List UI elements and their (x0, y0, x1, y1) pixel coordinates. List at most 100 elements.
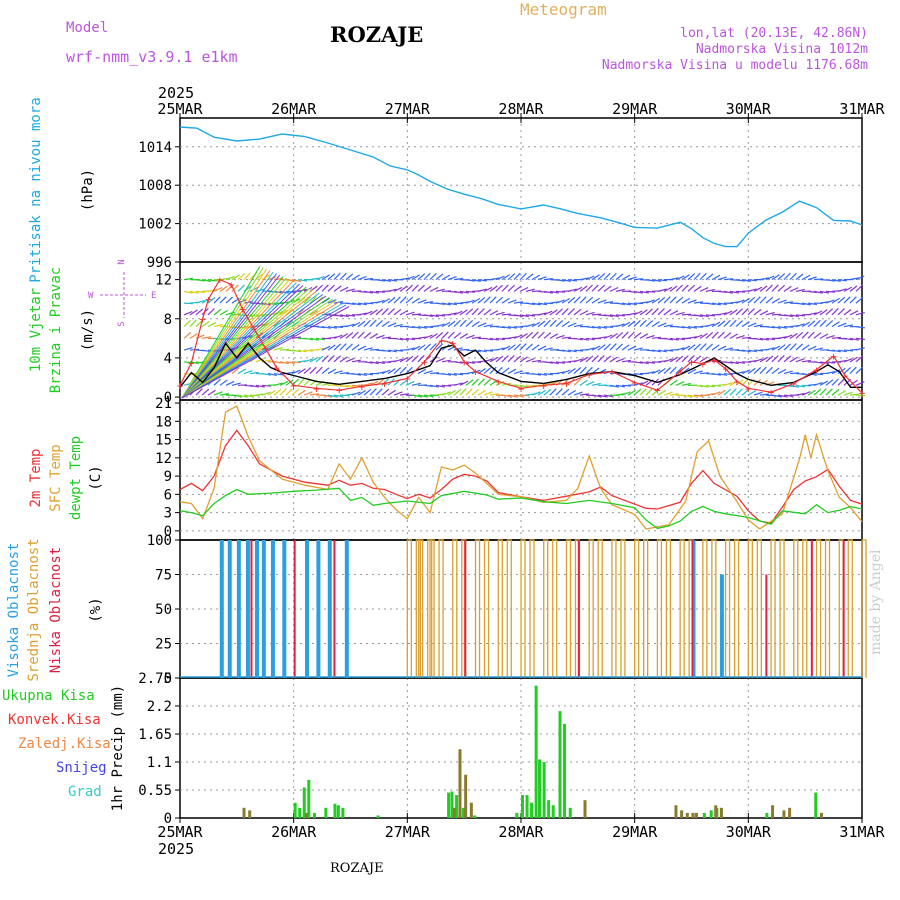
wind-barb (783, 355, 792, 363)
wind-barb (675, 355, 684, 363)
precip-bar-0 (473, 815, 477, 818)
wind-barb (495, 326, 505, 329)
wind-barb (411, 382, 421, 386)
wind-barb (441, 331, 449, 339)
wind-barb (219, 309, 229, 316)
wind-barb (399, 337, 409, 341)
wind-barb (525, 314, 535, 317)
cloud-mid-bar (733, 539, 740, 678)
cloud-mid-bar (711, 539, 717, 678)
wind-barb (357, 320, 366, 328)
y-tick-label: 1002 (138, 217, 172, 233)
wind-barb (621, 321, 631, 328)
wind-barb (297, 378, 305, 386)
wind-barb (813, 347, 823, 351)
wind-gust-marker: + (449, 337, 456, 350)
wind-barb (423, 343, 432, 351)
wind-barb (519, 356, 528, 363)
wind-barb (411, 284, 419, 292)
wind-barb (591, 274, 600, 281)
cloud-mid-bar (552, 539, 558, 678)
wind-gust-marker: + (205, 293, 212, 306)
wind-gust-marker: + (228, 279, 235, 292)
cloud-mid-bar (793, 539, 799, 678)
wind-barb (771, 274, 780, 281)
wind-barb (207, 389, 216, 396)
wind-barb (315, 347, 325, 351)
precip-legend-3: Snijeg (56, 760, 107, 776)
wind-barb (789, 384, 799, 388)
wind-barb (789, 332, 798, 339)
wind-barb (243, 370, 253, 375)
wind-barb (609, 314, 619, 318)
x-tick-label-top: 25MAR (157, 100, 203, 118)
wind-barb (333, 314, 344, 317)
wind-barb (693, 272, 701, 281)
wind-barb (753, 358, 763, 363)
wind-barb (255, 384, 265, 388)
cloud-mid-bar (861, 539, 867, 678)
wind-gust-marker: + (677, 366, 684, 379)
cloud-bar-0 (236, 540, 241, 678)
y-tick-label: 2.75 (138, 671, 172, 687)
wind-gust-marker: + (251, 323, 258, 336)
wind-barb (441, 391, 451, 396)
wind-barb (279, 361, 289, 365)
wind-barb (585, 296, 594, 304)
wind-barb (645, 371, 655, 375)
wind-barb (285, 361, 296, 364)
wind-barb (579, 356, 589, 363)
cloud-bar-0 (270, 540, 275, 678)
wind-gust-marker: + (188, 357, 195, 370)
wind-barb (777, 299, 787, 304)
wind-barb (363, 347, 373, 351)
cloud-mid-bar (611, 539, 617, 678)
wind-barb (243, 394, 253, 398)
wind-barb (321, 274, 330, 281)
y-tick-label: 8 (164, 312, 172, 328)
wind-barb (615, 314, 625, 317)
wind-barb (783, 301, 793, 304)
wind-gust-marker: + (495, 375, 502, 388)
cloud-mid-bar (747, 539, 753, 678)
wind-gust-marker: + (586, 369, 593, 382)
wind-barb (747, 390, 757, 396)
wind-barb (711, 274, 721, 281)
wind-barb (471, 378, 479, 386)
wind-barb (687, 354, 695, 363)
wind-barb (213, 296, 221, 304)
wind-barb (267, 372, 277, 376)
wind-barb (807, 276, 817, 281)
wind-barb (273, 361, 283, 364)
wind-barb (741, 349, 751, 353)
wind-barb (345, 384, 355, 388)
cloud-bar-0 (316, 540, 321, 678)
wind-barb (213, 308, 222, 316)
wind-barb (663, 324, 673, 328)
wind-barb (663, 308, 672, 316)
wind-barb (423, 325, 434, 328)
cloud-mid-bar (543, 539, 549, 678)
cloud-bar-2 (464, 540, 467, 678)
wind-barb (687, 368, 697, 375)
wind-barb (597, 336, 608, 339)
wind-barb (411, 297, 420, 304)
wind-gust-marker: + (199, 313, 206, 326)
wind-barb (609, 286, 619, 292)
wind-barb (315, 355, 324, 363)
y-tick-label: 75 (155, 568, 172, 584)
cloud-bar-2 (577, 540, 580, 678)
wind-barb (531, 372, 542, 376)
wind-gust-marker: + (688, 356, 695, 369)
wind-barb (855, 312, 865, 316)
wind-barb (363, 332, 372, 339)
wind-barb (531, 344, 540, 351)
wind-barb (351, 359, 361, 363)
wind-barb (375, 299, 385, 304)
wind-barb (429, 333, 438, 339)
precip-bar-0 (702, 812, 706, 818)
wind-barb (321, 345, 331, 351)
wind-barb (753, 308, 762, 316)
cloud-mid-bar (588, 539, 594, 678)
wind-barb (345, 314, 355, 317)
